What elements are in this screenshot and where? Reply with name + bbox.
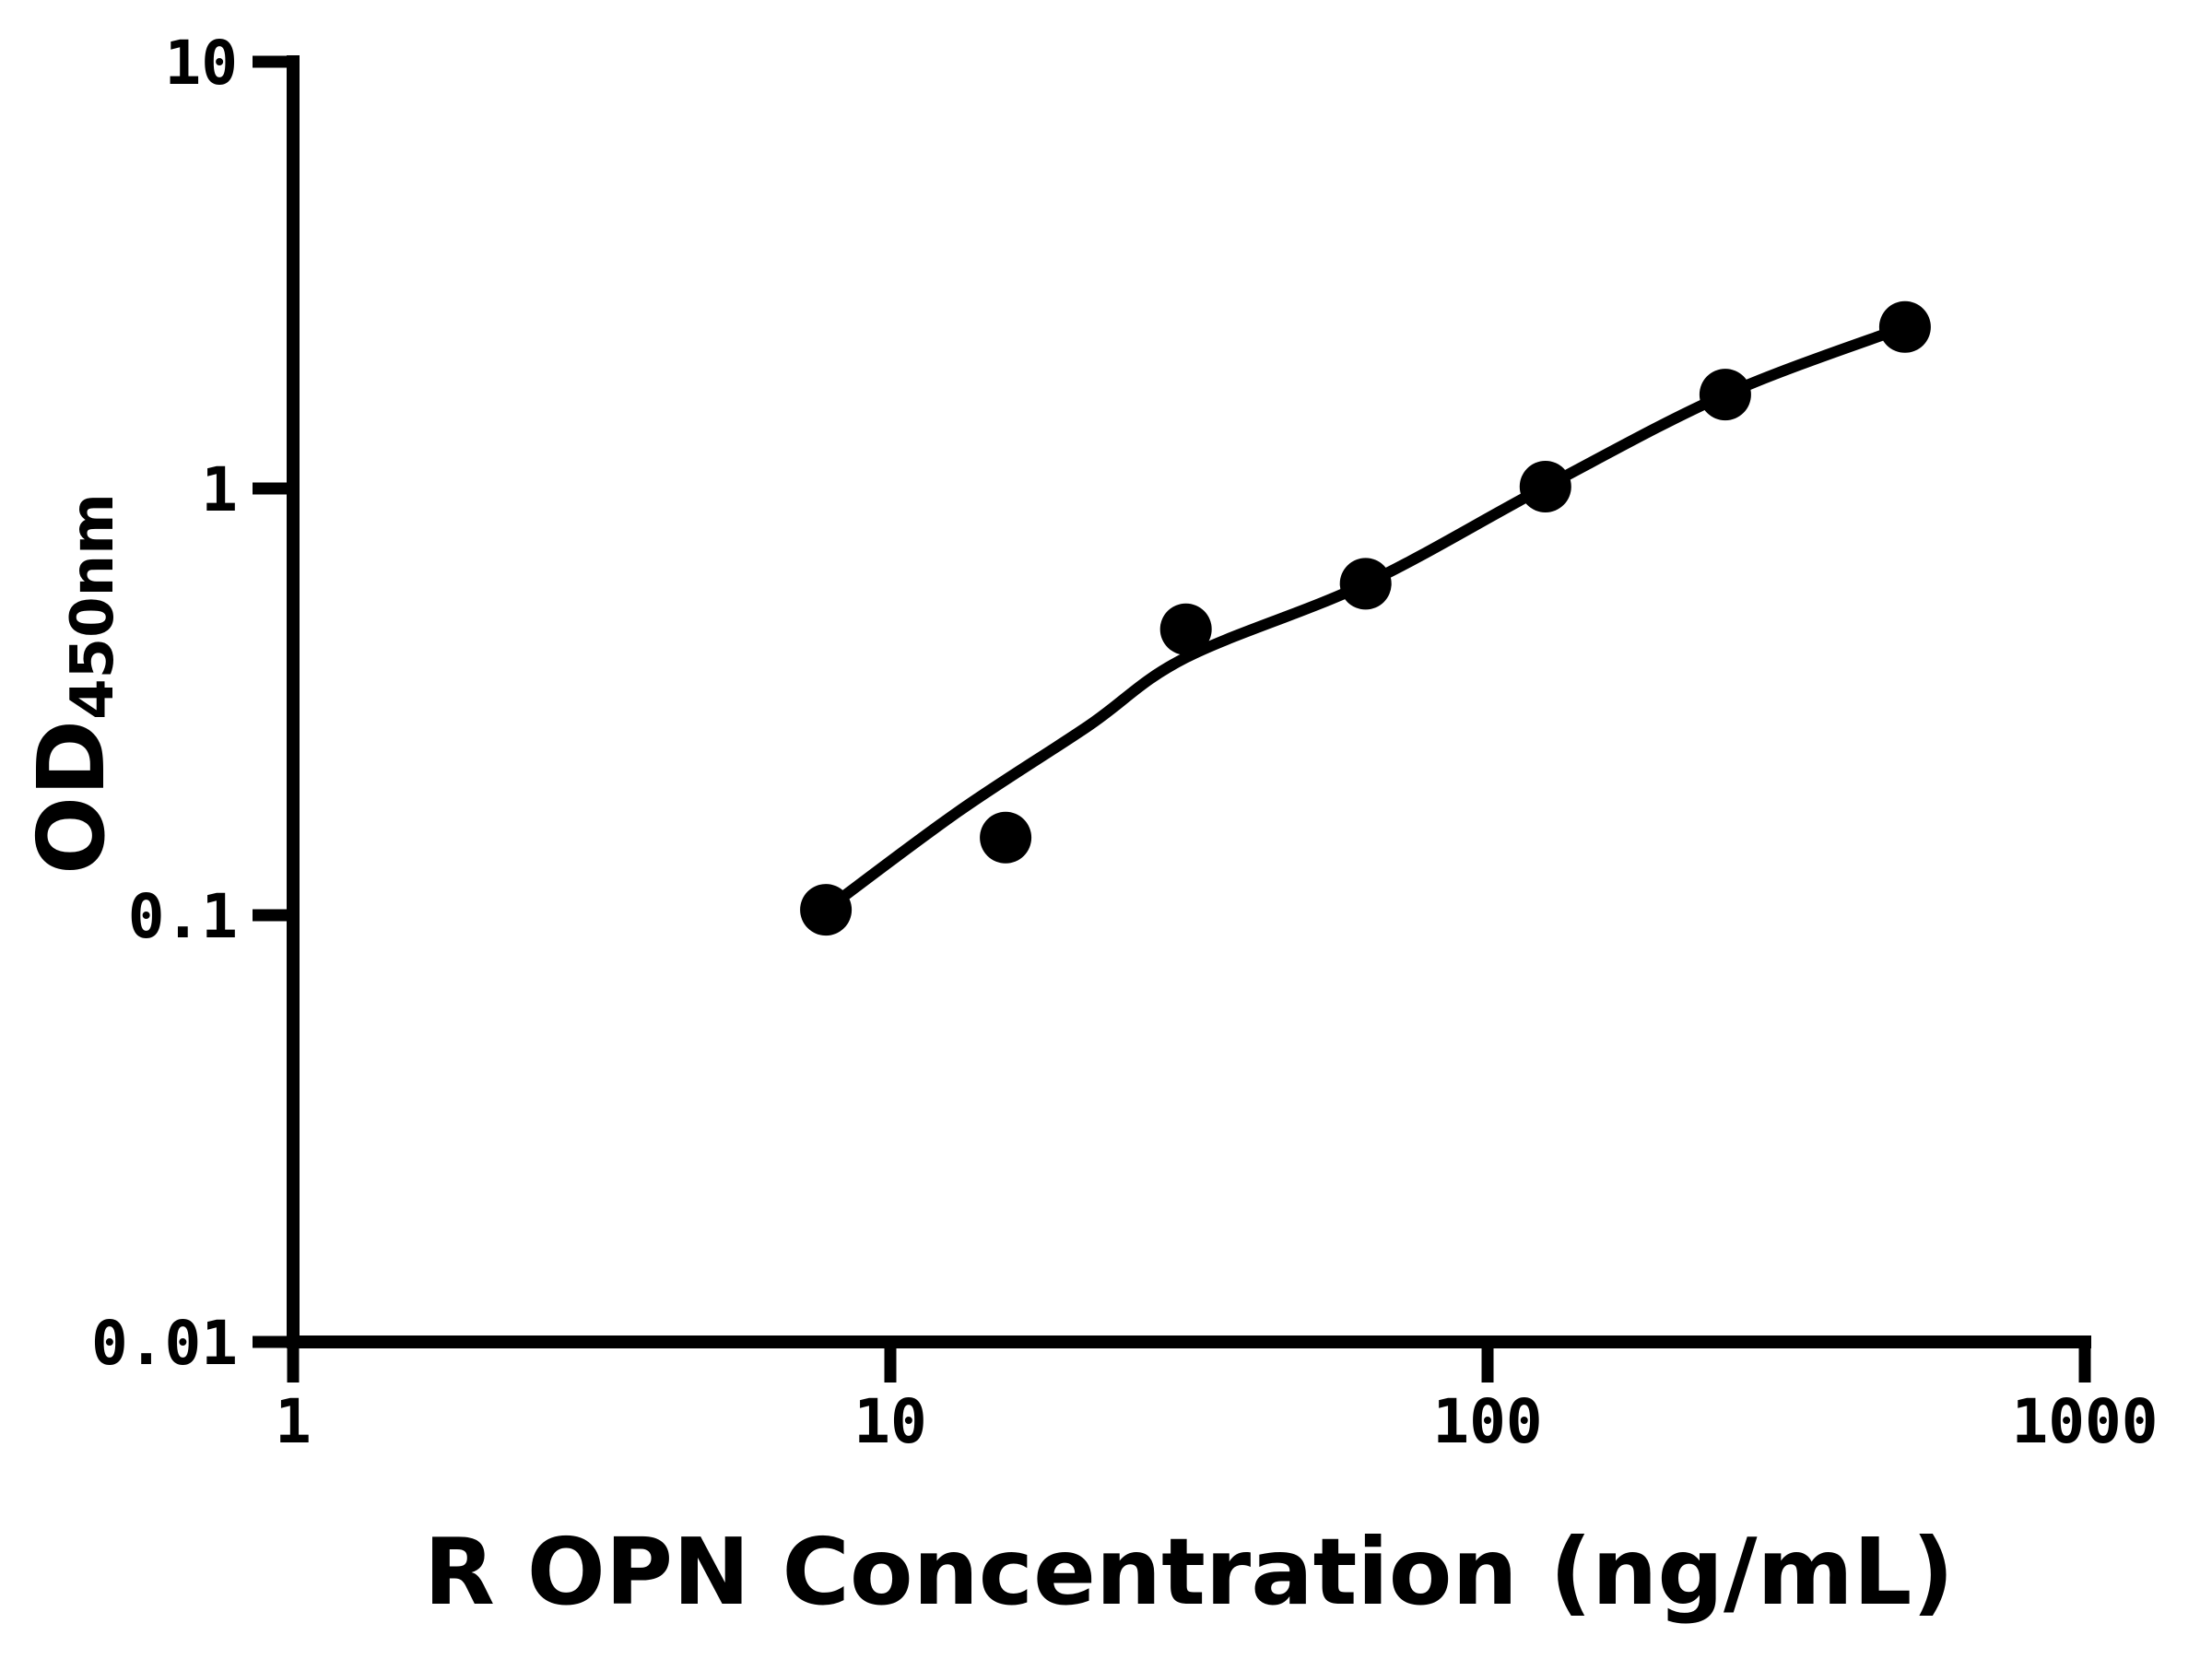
x-tick-label: 1000 <box>2012 1386 2159 1457</box>
x-axis-title: R OPN Concentration (ng/mL) <box>424 1518 1954 1626</box>
x-tick-label: 100 <box>1432 1386 1542 1457</box>
y-tick-label: 1 <box>201 454 238 525</box>
data-point <box>980 811 1032 864</box>
y-tick-label: 0.01 <box>91 1308 238 1379</box>
y-tick-label: 0.1 <box>128 881 238 952</box>
y-axis-title-sub: 450nm <box>59 493 127 720</box>
data-point <box>1519 461 1571 512</box>
axes-layer: 0.01 0.1 1 10 1 10 100 1000 <box>91 28 2158 1457</box>
x-tick-label: 1 <box>275 1386 312 1457</box>
data-point <box>1699 369 1751 421</box>
data-point <box>800 884 853 936</box>
data-points-layer <box>800 300 1931 936</box>
data-point <box>1339 558 1392 610</box>
data-point <box>1878 300 1931 353</box>
data-point <box>1159 603 1212 655</box>
x-tick-label: 10 <box>853 1386 926 1457</box>
y-axis-title-main: OD <box>18 720 125 875</box>
y-axis-title: OD450nm <box>18 493 127 875</box>
y-tick-label: 10 <box>165 28 238 99</box>
